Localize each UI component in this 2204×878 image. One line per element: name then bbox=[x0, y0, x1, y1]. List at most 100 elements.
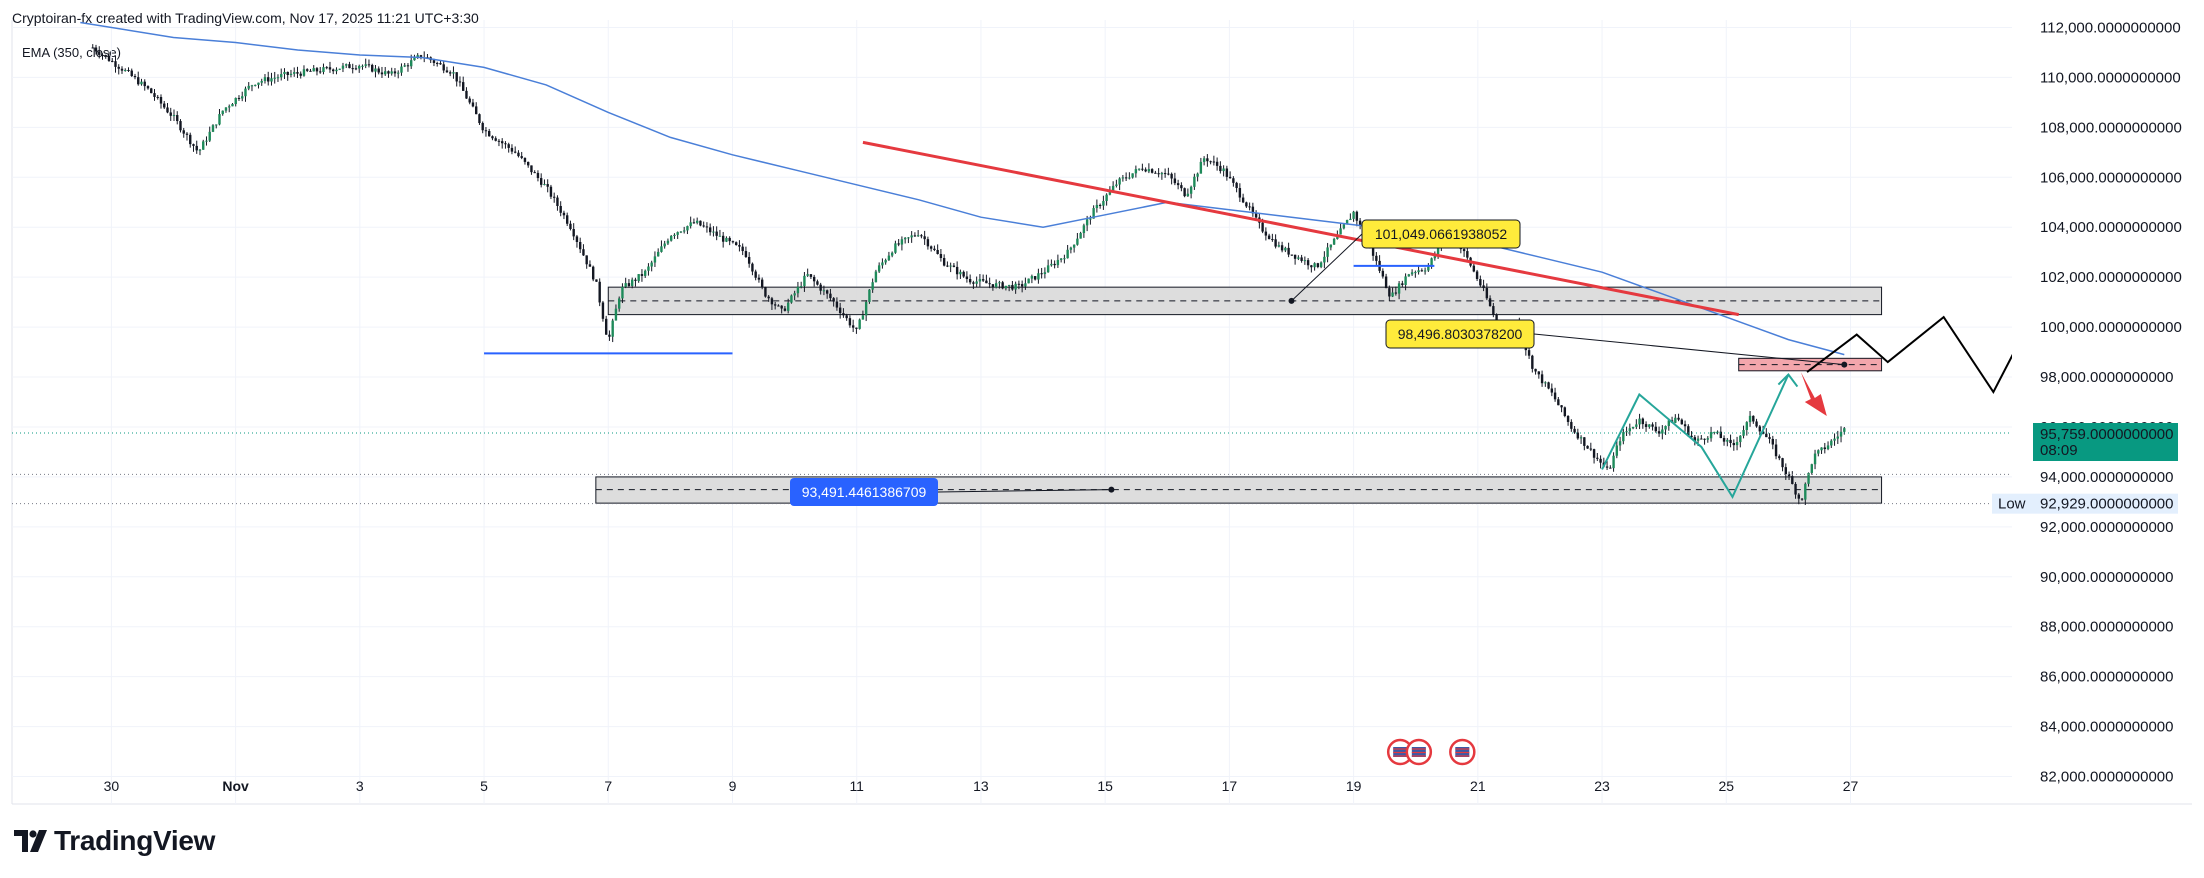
candle bbox=[267, 71, 270, 86]
candle-body bbox=[1284, 247, 1287, 251]
candle bbox=[894, 240, 897, 254]
candle-body bbox=[1742, 430, 1745, 436]
candle bbox=[289, 69, 293, 78]
candle bbox=[754, 269, 757, 281]
candle bbox=[169, 107, 172, 121]
candle bbox=[1430, 257, 1433, 269]
candle-body bbox=[530, 165, 533, 173]
candle bbox=[1810, 463, 1814, 475]
candle-body bbox=[1352, 211, 1355, 219]
candle-body bbox=[614, 308, 618, 321]
candle-body bbox=[1095, 204, 1099, 209]
candle bbox=[380, 66, 384, 78]
candle bbox=[140, 78, 143, 86]
candle-body bbox=[1271, 239, 1274, 241]
candle-body bbox=[877, 265, 881, 272]
candle-body bbox=[803, 275, 806, 287]
candle-body bbox=[237, 97, 241, 99]
candle-body bbox=[1427, 266, 1430, 271]
plot-area[interactable] bbox=[12, 21, 2064, 506]
upper-zone-callout-label: 101,049.0661938052 bbox=[1375, 226, 1508, 242]
candle-body bbox=[159, 97, 163, 104]
candle-body bbox=[1232, 178, 1235, 183]
candle-body bbox=[1128, 177, 1131, 179]
candle bbox=[1765, 428, 1768, 438]
candle-body bbox=[861, 315, 865, 320]
candle bbox=[1677, 413, 1680, 422]
candle-body bbox=[1199, 161, 1203, 174]
candle bbox=[484, 127, 488, 137]
candle-body bbox=[679, 231, 683, 233]
candle-body bbox=[1251, 206, 1255, 214]
candle bbox=[1768, 433, 1771, 444]
candle-body bbox=[653, 256, 657, 263]
candle bbox=[546, 179, 549, 193]
candle-body bbox=[215, 124, 218, 126]
candle-body bbox=[1157, 173, 1160, 175]
candle-body bbox=[894, 243, 897, 253]
candle bbox=[1667, 418, 1671, 431]
candle-body bbox=[1540, 374, 1544, 384]
candle bbox=[302, 65, 306, 77]
candle-body bbox=[1072, 244, 1076, 248]
candle-body bbox=[556, 197, 559, 206]
candle-body bbox=[637, 274, 640, 281]
candle bbox=[130, 68, 133, 77]
candle bbox=[1043, 267, 1047, 279]
candle-body bbox=[1641, 418, 1645, 425]
candle-body bbox=[1651, 424, 1654, 427]
low-badge[interactable] bbox=[1992, 493, 2178, 514]
candle-body bbox=[718, 235, 722, 237]
candle-body bbox=[926, 239, 930, 247]
candle-body bbox=[1430, 258, 1433, 267]
candle bbox=[721, 231, 725, 248]
candle-body bbox=[1167, 173, 1170, 175]
candle bbox=[1342, 223, 1346, 230]
current-price-badge[interactable] bbox=[2033, 422, 2178, 461]
candle bbox=[968, 274, 972, 285]
candle bbox=[578, 237, 582, 254]
black-projection-path[interactable] bbox=[1806, 272, 2055, 394]
candle bbox=[1563, 406, 1567, 418]
candle-body bbox=[1800, 498, 1804, 500]
candle-body bbox=[744, 251, 748, 257]
candle-body bbox=[309, 70, 312, 72]
red-zone-callout-box[interactable] bbox=[1385, 319, 1535, 349]
candle-body bbox=[1683, 424, 1687, 427]
candle bbox=[1475, 269, 1479, 282]
candle bbox=[436, 61, 439, 67]
lower-zone-callout-box[interactable] bbox=[790, 478, 938, 506]
candle bbox=[712, 226, 715, 237]
candle bbox=[1622, 428, 1625, 445]
candle-body bbox=[348, 64, 351, 69]
candle-body bbox=[1700, 438, 1703, 440]
green-projection-path[interactable] bbox=[1601, 374, 1790, 500]
ema-350-line[interactable] bbox=[80, 21, 1845, 356]
candle-body bbox=[1622, 432, 1625, 442]
ema-line-group bbox=[80, 21, 1845, 356]
axes: 82,000.0000000000 84,000.0000000000 86,000… bbox=[104, 19, 2182, 794]
red-trendline[interactable] bbox=[862, 140, 1739, 317]
candle bbox=[770, 296, 774, 311]
candle-body bbox=[354, 68, 358, 70]
candle bbox=[679, 231, 683, 234]
candle bbox=[718, 229, 722, 237]
upper-zone-callout-box[interactable] bbox=[1361, 219, 1521, 249]
candle bbox=[1176, 179, 1180, 190]
candle bbox=[1001, 280, 1004, 290]
candle bbox=[1794, 482, 1797, 499]
tradingview-logo[interactable]: TradingView bbox=[14, 825, 215, 857]
candle-body bbox=[185, 133, 189, 135]
candle bbox=[965, 271, 969, 283]
candle-body bbox=[1085, 219, 1089, 226]
candle-body bbox=[1027, 278, 1030, 284]
candle bbox=[358, 64, 361, 73]
candle bbox=[491, 135, 494, 141]
candle-body bbox=[601, 302, 605, 319]
candle bbox=[1830, 439, 1833, 449]
candle bbox=[319, 66, 322, 74]
red-down-arrow[interactable] bbox=[1800, 372, 1827, 417]
y-tick-label: 90,000.0000000000 bbox=[2040, 569, 2173, 586]
candle bbox=[630, 277, 634, 289]
